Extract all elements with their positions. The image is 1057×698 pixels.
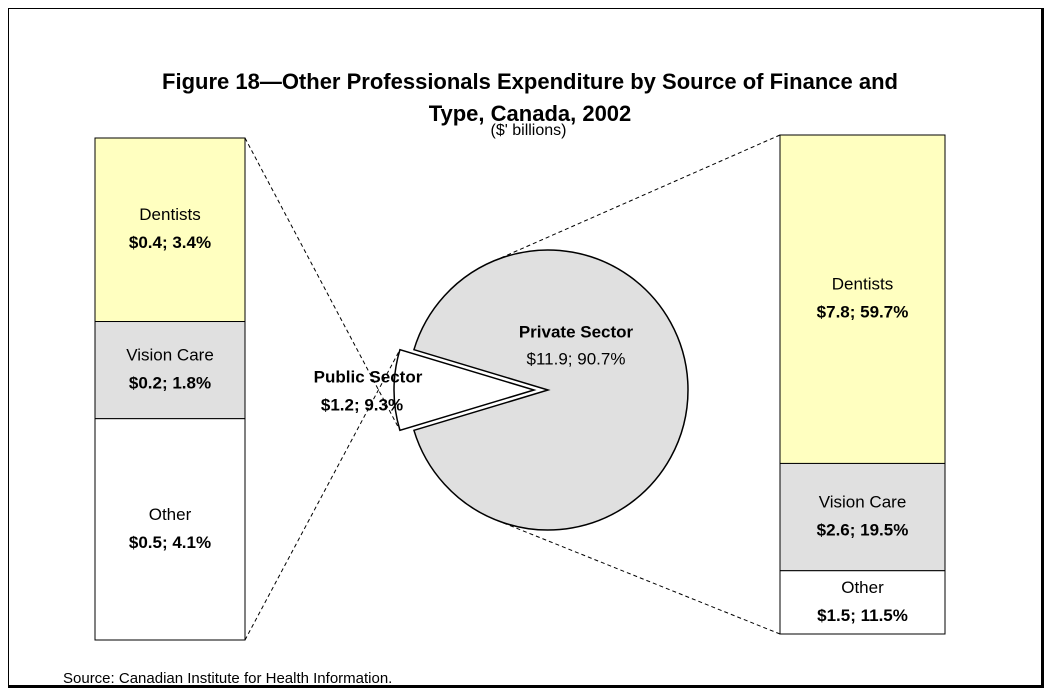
- slice-label: Private Sector: [519, 322, 634, 341]
- segment-value-label: $0.4; 3.4%: [129, 233, 211, 252]
- bar-segment: [94, 418, 246, 641]
- chart-title: Figure 18—Other Professionals Expenditur…: [162, 69, 898, 126]
- bar-segment: [779, 462, 946, 572]
- frame: [8, 8, 1044, 688]
- slice-label: Public Sector: [314, 367, 423, 386]
- segment-label: Dentists: [832, 275, 893, 294]
- segment-value-label: $0.2; 1.8%: [129, 374, 211, 393]
- bar-segment: [94, 137, 246, 323]
- segment-label: Other: [841, 578, 884, 597]
- segment-label: Dentists: [139, 205, 200, 224]
- connector: [244, 137, 401, 431]
- segment-value-label: $0.5; 4.1%: [129, 533, 211, 552]
- segment-label: Vision Care: [126, 346, 214, 365]
- bar-segment: [94, 321, 246, 420]
- segment-label: Other: [149, 505, 192, 524]
- segment-value-label: $1.5; 11.5%: [817, 606, 908, 625]
- bar-segment: [779, 134, 946, 464]
- pie-slice: [412, 249, 689, 531]
- chart-subtitle: ($' billions): [490, 122, 567, 139]
- source-note: Source: Canadian Institute for Health In…: [63, 670, 393, 687]
- connector: [244, 349, 401, 641]
- connector: [496, 519, 781, 635]
- segment-label: Vision Care: [819, 493, 907, 512]
- connector: [496, 134, 781, 261]
- segment-value-label: $2.6; 19.5%: [817, 521, 909, 540]
- slice-value-label: $11.9; 90.7%: [527, 349, 626, 368]
- slice-value-label: $1.2; 9.3%: [321, 395, 403, 414]
- bar-segment: [779, 570, 946, 635]
- segment-value-label: $7.8; 59.7%: [817, 303, 909, 322]
